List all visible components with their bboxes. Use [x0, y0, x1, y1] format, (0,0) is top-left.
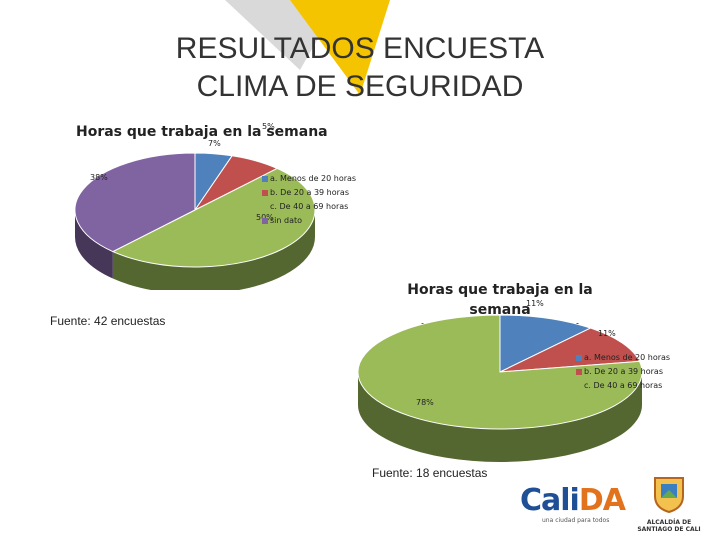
chart1-slice-side-3: [75, 210, 113, 279]
chart1-legend-swatch: [262, 176, 268, 182]
chart1-legend: a. Menos de 20 horas b. De 20 a 39 horas c…: [262, 172, 356, 228]
chart1-slice-side-2: [112, 210, 315, 290]
chart2-pie: [357, 314, 643, 462]
chart1-label-c: 50%: [256, 213, 274, 222]
chart2-legend-item: a. Menos de 20 horas: [576, 351, 670, 365]
chart1-legend-label: a. Menos de 20 horas: [270, 174, 357, 183]
slide-title-line2: CLIMA DE SEGURIDAD: [196, 70, 524, 103]
chart2-legend-item: b. De 20 a 39 horas: [576, 365, 670, 379]
slide-title: RESULTADOS ENCUESTA CLIMA DE SEGURIDAD: [110, 30, 610, 106]
cali-line1: ALCALDÍA DE: [646, 519, 692, 526]
chart2-legend-swatch: [576, 369, 582, 375]
chart2-title-line1: Horas que trabaja en la semana: [407, 282, 593, 318]
chart1-legend-label: sin dato: [270, 216, 303, 225]
chart1-legend-label: b. De 20 a 39 horas: [270, 188, 350, 197]
chart2-slice-0: [499, 314, 592, 373]
chart2-label-c: 78%: [416, 398, 434, 407]
chart2-slice-2: [357, 314, 643, 430]
yellow-triangle-decoration: [290, 0, 390, 95]
chart1-legend-item: b. De 20 a 39 horas: [262, 186, 356, 200]
chart2-legend: a. Menos de 20 horas b. De 20 a 39 horas c…: [576, 351, 670, 393]
cali-shield-icon: [654, 477, 684, 514]
slide-title-line1: RESULTADOS ENCUESTA: [175, 32, 545, 65]
chart1-legend-swatch: [262, 218, 268, 224]
chart2-slice-side-2: [358, 372, 642, 462]
calida-tagline: una ciudad para todos: [542, 517, 610, 524]
chart2-legend-label: b. De 20 a 39 horas: [584, 367, 664, 376]
chart1-legend-swatch: [262, 204, 268, 210]
chart2-legend-label: c. De 40 a 69 horas: [584, 381, 663, 390]
cali-line2: SANTIAGO DE CALI: [637, 526, 701, 533]
chart1-source: Fuente: 42 encuestas: [50, 314, 166, 328]
chart1-legend-item: sin dato: [262, 214, 356, 228]
chart1-title: Horas que trabaja en la semana: [76, 124, 328, 140]
chart2-legend-label: a. Menos de 20 horas: [584, 353, 671, 362]
alcaldia-logo: ALCALDÍA DE SANTIAGO DE CALI: [628, 474, 710, 536]
chart1-label-a: 5%: [262, 122, 275, 131]
chart1-legend-item: c. De 40 a 69 horas: [262, 200, 356, 214]
chart1-label-b: 7%: [208, 139, 221, 148]
chart1-slice-3: [74, 152, 196, 253]
chart1-legend-label: c. De 40 a 69 horas: [270, 202, 349, 211]
chart2-label-a: 11%: [526, 299, 544, 308]
chart2-label-b: 11%: [598, 329, 616, 338]
calida-wordmark: CaliDA: [520, 483, 626, 518]
calida-logo: CaliDA una ciudad para todos: [520, 483, 626, 530]
chart2-legend-swatch: [576, 383, 582, 389]
chart2-source: Fuente: 18 encuestas: [372, 466, 488, 480]
chart2-legend-swatch: [576, 355, 582, 361]
chart2-slice-1: [499, 327, 641, 373]
chart2-legend-item: c. De 40 a 69 horas: [576, 379, 670, 393]
chart1-legend-swatch: [262, 190, 268, 196]
chart1-legend-item: a. Menos de 20 horas: [262, 172, 356, 186]
chart1-label-d: 38%: [90, 173, 108, 182]
